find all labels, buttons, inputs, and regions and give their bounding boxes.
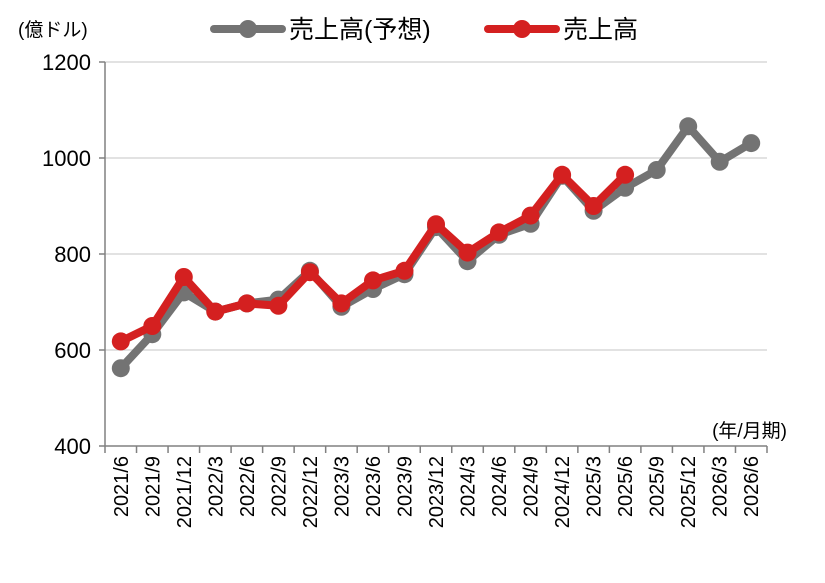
- y-tick-label: 800: [54, 242, 91, 267]
- y-axis-unit-label: (億ドル): [18, 19, 88, 41]
- legend-item: 売上高: [484, 16, 638, 44]
- data-point: [269, 296, 288, 315]
- x-tick-label: 2024/9: [521, 456, 543, 517]
- data-point: [710, 152, 729, 171]
- x-tick-label: 2021/9: [142, 456, 164, 517]
- data-point: [679, 117, 698, 136]
- data-point: [521, 206, 540, 225]
- x-tick-label: 2024/6: [489, 456, 511, 517]
- x-tick-label: 2024/12: [552, 456, 574, 528]
- data-point: [584, 197, 603, 215]
- data-point: [647, 161, 666, 179]
- data-point: [427, 215, 445, 234]
- x-tick-label: 2023/9: [394, 456, 416, 517]
- x-tick-label: 2023/6: [363, 456, 385, 517]
- series-1: [111, 165, 635, 351]
- legend-item: 売上高(予想): [210, 16, 431, 44]
- legend-label: 売上高: [563, 16, 638, 44]
- data-point: [111, 332, 130, 351]
- legend-label: 売上高(予想): [289, 16, 431, 44]
- gridlines: [105, 61, 767, 351]
- data-point: [111, 359, 130, 378]
- data-point: [332, 294, 351, 313]
- x-tick-label: 2025/3: [584, 456, 606, 517]
- x-tick-label: 2022/3: [205, 456, 227, 517]
- data-point: [300, 263, 319, 282]
- legend-swatch-marker: [513, 20, 531, 38]
- x-tick-label: 2021/12: [174, 456, 196, 528]
- data-point: [237, 294, 256, 313]
- series: [111, 117, 761, 378]
- axes: 400 600 800 1000 1200 2021/6 2021/9 2021/12 2022…: [42, 50, 768, 528]
- data-point: [742, 134, 761, 153]
- data-point: [206, 302, 225, 321]
- data-point: [364, 271, 382, 290]
- x-tick-label: 2025/9: [647, 456, 669, 517]
- data-point: [616, 165, 635, 184]
- data-point: [490, 223, 508, 242]
- x-tick-label: 2025/12: [678, 456, 700, 528]
- y-tick-label: 1200: [42, 50, 91, 75]
- x-tick-label: 2022/6: [237, 456, 259, 517]
- x-tick-label: 2025/6: [615, 456, 637, 517]
- x-tick-label: 2022/12: [300, 456, 322, 528]
- y-tick-label: 600: [54, 338, 91, 363]
- data-point: [143, 317, 162, 335]
- y-tick-label: 400: [54, 434, 91, 459]
- x-tick-label: 2026/3: [710, 456, 732, 517]
- x-tick-label: 2023/12: [426, 456, 448, 528]
- data-point: [458, 243, 477, 262]
- x-tick-label: 2026/6: [741, 456, 763, 517]
- legend: 売上高(予想) 売上高: [210, 16, 638, 44]
- data-point: [553, 165, 572, 184]
- x-axis-unit-label: (年/月期): [712, 420, 787, 442]
- x-tick-label: 2023/3: [331, 456, 353, 517]
- data-point: [395, 261, 414, 280]
- series-0: [111, 117, 761, 378]
- legend-swatch-marker: [239, 20, 257, 38]
- x-tick-label: 2021/6: [111, 456, 133, 517]
- x-tick-label: 2024/3: [458, 456, 480, 517]
- x-tick-label: 2022/9: [268, 456, 290, 517]
- y-tick-label: 1000: [42, 146, 91, 171]
- data-point: [174, 268, 193, 286]
